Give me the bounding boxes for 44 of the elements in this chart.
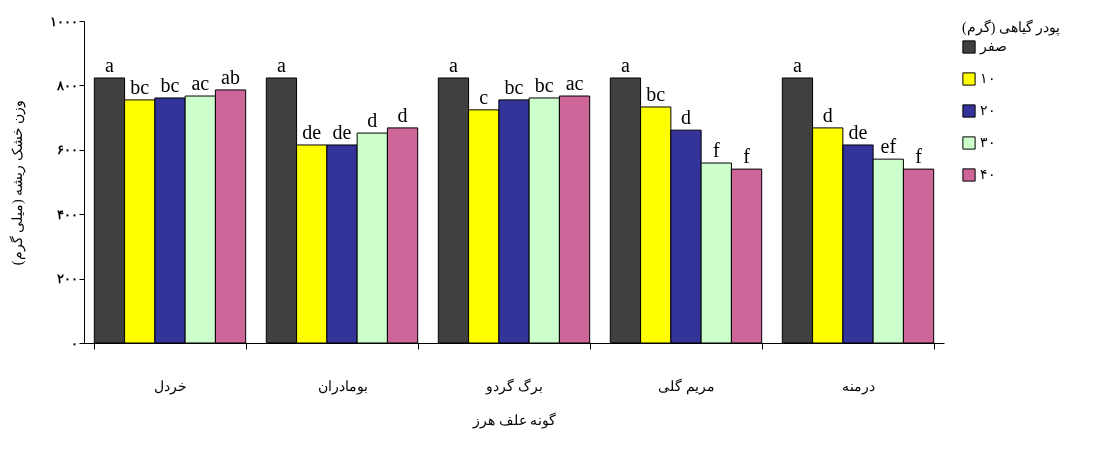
data-label: c xyxy=(479,85,489,108)
data-label: a xyxy=(449,53,459,76)
x-tick-label: بومادران xyxy=(317,378,368,395)
x-tick-label: مریم گلی xyxy=(658,377,715,395)
y-axis-title: وزن خشک ریشه (میلی گرم) xyxy=(8,99,26,266)
data-label: d xyxy=(822,103,833,126)
data-label: f xyxy=(915,145,923,168)
data-label: bc xyxy=(504,75,524,98)
x-tick-label: برگ گردو xyxy=(485,377,543,395)
data-label: bc xyxy=(130,75,150,98)
y-tick-label: ۲۰۰ xyxy=(56,271,78,287)
legend-label: ۱۰ xyxy=(980,71,996,86)
x-tick-label: درمنه xyxy=(842,378,875,395)
x-tick-label: خردل xyxy=(154,378,187,395)
data-label: f xyxy=(743,145,751,168)
data-label: de xyxy=(332,120,352,143)
data-label: ac xyxy=(191,72,210,95)
data-label: ac xyxy=(565,72,584,95)
data-label: a xyxy=(621,53,631,76)
y-tick-label: ۴۰۰ xyxy=(56,206,78,222)
data-label: d xyxy=(397,103,408,126)
x-axis-title: گونه علف هرز xyxy=(472,411,556,429)
y-tick-label: ۱۰۰۰ xyxy=(49,13,78,29)
legend-label: ۳۰ xyxy=(980,135,996,150)
y-tick-label: ۶۰۰ xyxy=(56,142,78,158)
data-label: f xyxy=(712,139,720,161)
data-label: a xyxy=(793,53,803,76)
data-label: d xyxy=(681,106,691,129)
legend-title: پودر گیاهی (گرم) xyxy=(962,19,1061,36)
data-label: bc xyxy=(534,73,554,96)
data-label: d xyxy=(367,109,378,132)
legend-label: ۴۰ xyxy=(980,167,996,182)
data-label: bc xyxy=(160,73,180,96)
data-label: bc xyxy=(646,82,666,105)
legend-label: صفر xyxy=(979,39,1007,55)
data-label: ab xyxy=(221,65,240,88)
y-tick-label: ۰ xyxy=(70,335,78,351)
legend-label: ۲۰ xyxy=(980,103,996,118)
data-label: a xyxy=(105,53,115,76)
data-label: a xyxy=(277,53,287,76)
y-tick-label: ۸۰۰ xyxy=(55,77,78,93)
data-label: ef xyxy=(880,135,897,158)
data-label: de xyxy=(848,120,868,143)
data-label: de xyxy=(302,120,322,143)
